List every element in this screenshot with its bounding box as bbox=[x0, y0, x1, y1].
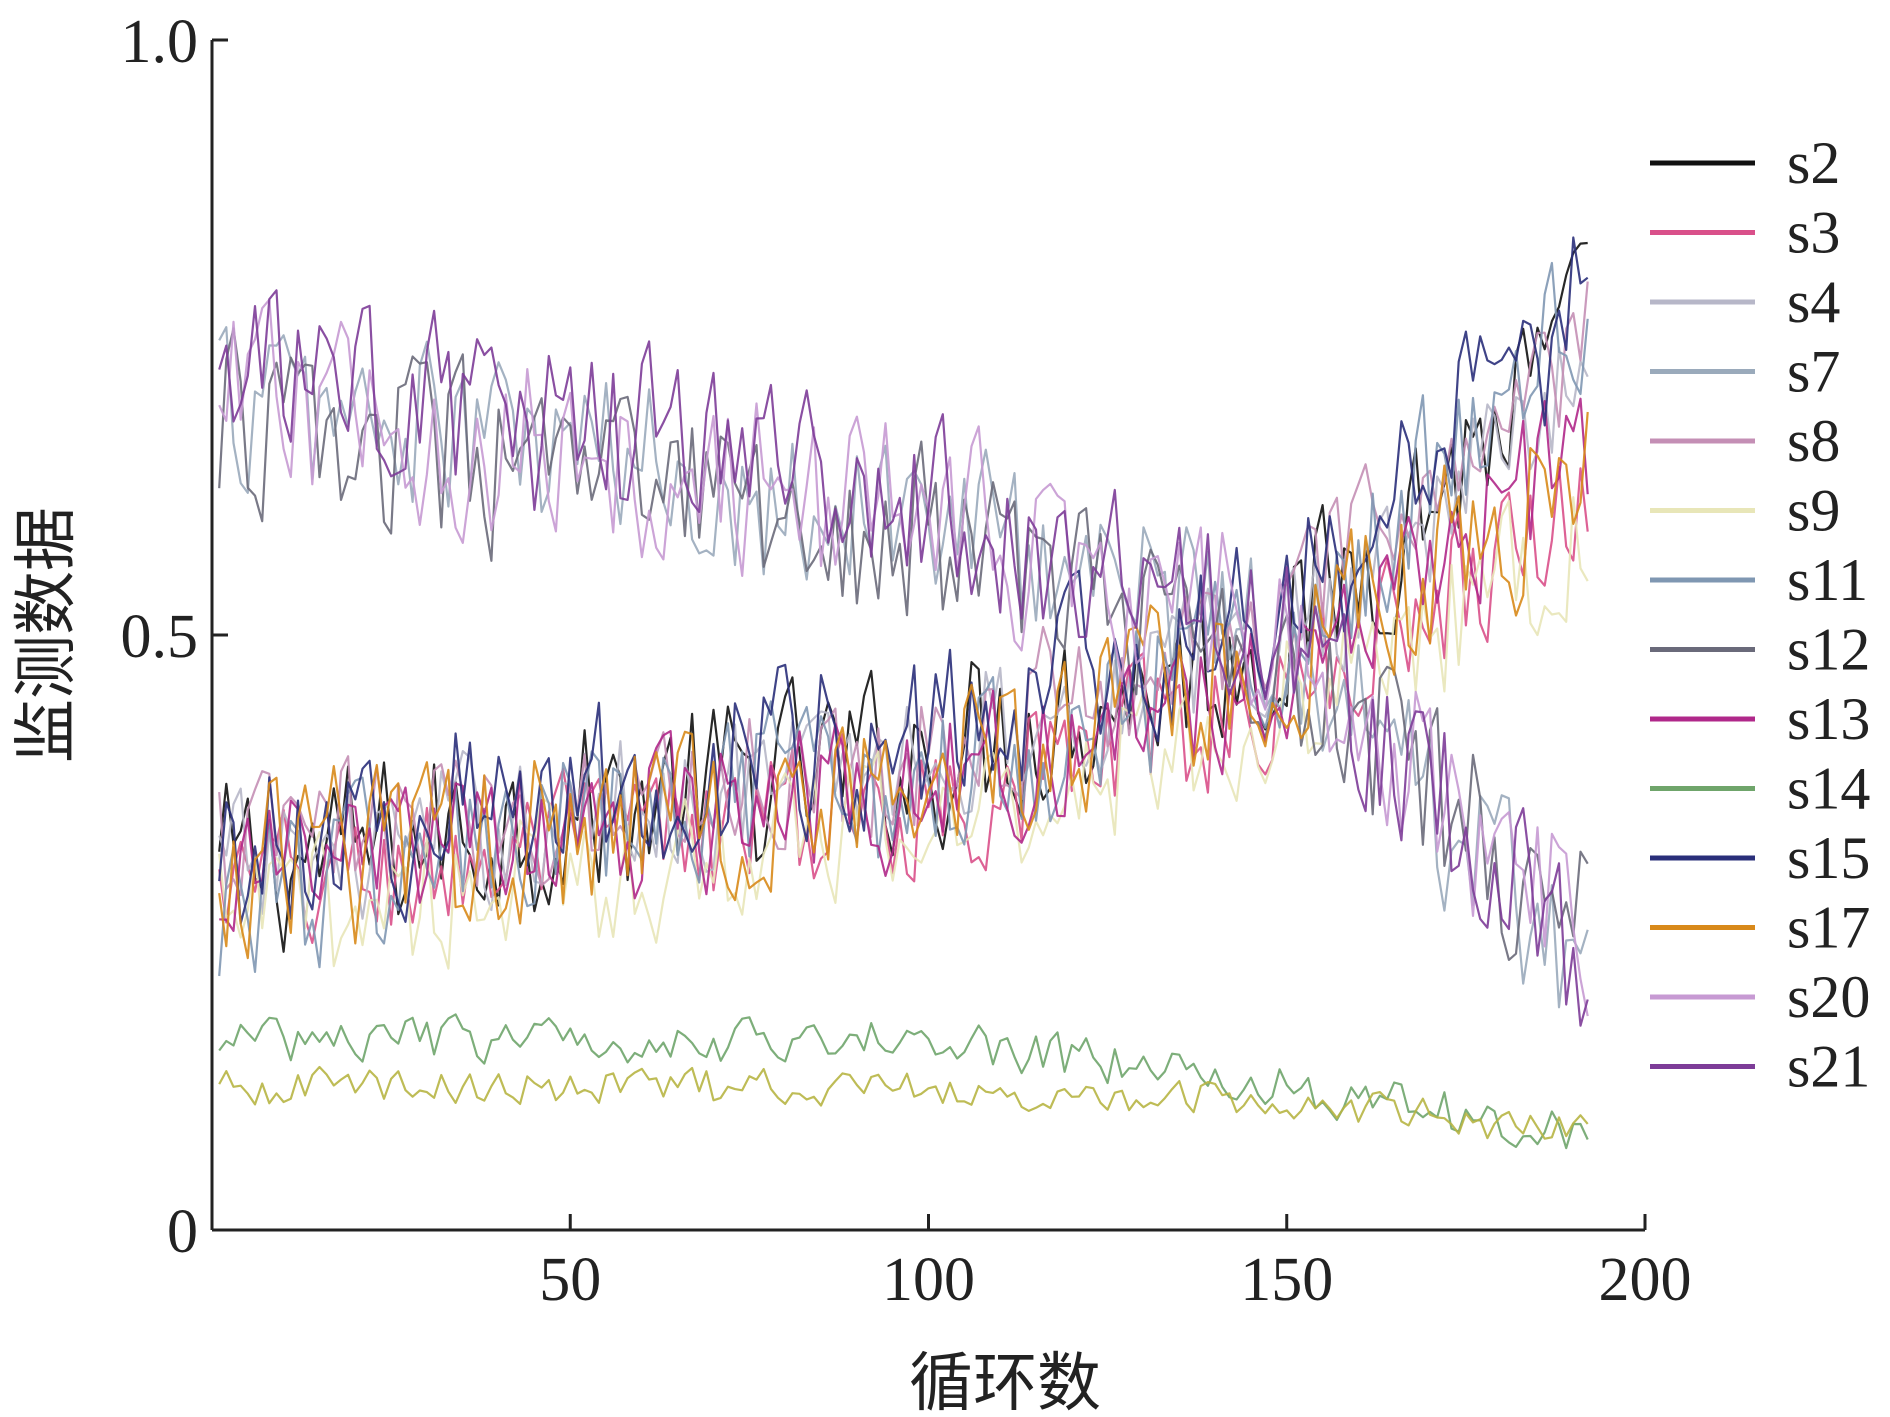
legend-label-s3: s3 bbox=[1787, 200, 1840, 266]
x-axis-title: 循环数 bbox=[909, 1347, 1101, 1417]
legend-label-s13: s13 bbox=[1787, 686, 1870, 752]
legend-label-s11: s11 bbox=[1787, 547, 1868, 613]
legend-label-s9: s9 bbox=[1787, 478, 1840, 544]
series-line-s14 bbox=[218, 1013, 1589, 1150]
legend-label-s7: s7 bbox=[1787, 339, 1840, 405]
series-layer bbox=[218, 236, 1589, 1150]
legend-label-s14: s14 bbox=[1787, 756, 1870, 822]
ticks-layer: 50 100 150 200 0 0.5 1.0 bbox=[121, 8, 1692, 1314]
x-tick-label: 200 bbox=[1599, 1246, 1692, 1314]
legend-label-s17: s17 bbox=[1787, 895, 1870, 961]
y-axis-title: 监测数据 bbox=[10, 507, 84, 763]
legend-label-s21: s21 bbox=[1787, 1034, 1870, 1100]
series-line-s3 bbox=[218, 465, 1589, 945]
series-line-s17 bbox=[218, 411, 1589, 960]
series-line-s20 bbox=[218, 298, 1589, 1017]
x-tick-label: 150 bbox=[1240, 1246, 1333, 1314]
y-tick-label: 0.5 bbox=[121, 603, 199, 671]
series-line-s12 bbox=[218, 327, 1589, 962]
series-line-s8 bbox=[218, 281, 1589, 897]
legend-label-s15: s15 bbox=[1787, 825, 1870, 891]
legend-label-s4: s4 bbox=[1787, 269, 1840, 335]
series-line-s15 bbox=[218, 236, 1589, 925]
legend-label-s20: s20 bbox=[1787, 964, 1870, 1030]
series-line-s21 bbox=[218, 289, 1589, 1027]
series-line-s7 bbox=[218, 326, 1589, 1009]
series-line-unlabeled-14 bbox=[218, 1065, 1589, 1140]
y-tick-label: 1.0 bbox=[121, 8, 199, 76]
x-tick-label: 100 bbox=[882, 1246, 975, 1314]
legend-label-s12: s12 bbox=[1787, 617, 1870, 683]
x-tick-label: 50 bbox=[539, 1246, 601, 1314]
legend-label-s2: s2 bbox=[1787, 130, 1840, 196]
legend-label-s8: s8 bbox=[1787, 408, 1840, 474]
y-tick-label: 0 bbox=[167, 1198, 198, 1266]
